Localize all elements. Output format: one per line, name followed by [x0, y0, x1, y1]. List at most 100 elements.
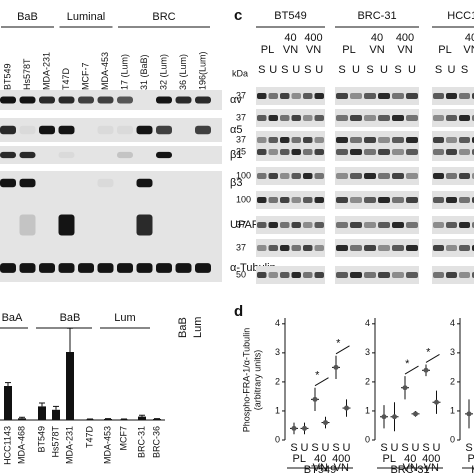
fraction-label: S	[435, 64, 442, 76]
band	[0, 125, 16, 135]
band	[257, 197, 267, 203]
x-tick-label: T47D	[84, 426, 94, 449]
band	[392, 272, 404, 278]
x-tick-label: U	[391, 442, 399, 454]
band	[136, 214, 153, 236]
band	[314, 93, 324, 99]
condition-label: 40	[371, 32, 383, 44]
dot	[333, 364, 339, 370]
x-tick-label: S	[311, 442, 318, 454]
band	[257, 137, 267, 143]
blot-strip	[256, 109, 325, 127]
condition-label: PL	[438, 44, 451, 56]
y-tick-label: 1	[365, 405, 370, 415]
bar	[66, 352, 74, 420]
band	[268, 149, 278, 155]
band	[291, 173, 301, 179]
band	[459, 115, 470, 121]
band	[58, 263, 75, 273]
band	[0, 96, 16, 104]
band	[433, 245, 444, 251]
band	[336, 197, 348, 203]
significance-label: *	[336, 338, 341, 350]
band	[117, 263, 133, 273]
band	[314, 173, 324, 179]
band	[446, 115, 457, 121]
x-tick-label: U	[433, 442, 441, 454]
condition-label: VN	[283, 44, 298, 56]
lane-label: 196(Lum)	[197, 51, 207, 90]
dot	[381, 414, 387, 420]
condition-label: PL	[261, 44, 274, 56]
band	[378, 197, 390, 203]
fraction-label: U	[448, 64, 456, 76]
x-tick-label: BRC-36	[151, 426, 161, 458]
band	[19, 96, 36, 104]
condition-label: PL	[383, 453, 396, 465]
fraction-label: S	[304, 64, 311, 76]
blot-strip	[335, 167, 419, 185]
band	[314, 115, 324, 121]
dot	[291, 425, 297, 431]
significance-bracket	[425, 354, 440, 363]
kda-marker: 37	[236, 134, 246, 144]
band	[97, 178, 114, 188]
band	[364, 115, 376, 121]
panel-label: d	[234, 303, 243, 320]
band	[406, 93, 418, 99]
band	[268, 222, 278, 228]
band	[336, 149, 348, 155]
x-tick-label: U	[322, 442, 330, 454]
band	[257, 272, 267, 278]
lane-label: MDA-231	[41, 52, 51, 90]
blot-strip	[335, 87, 419, 105]
band	[350, 115, 362, 121]
y-tick-label: 0	[275, 434, 280, 444]
significance-bracket	[314, 377, 329, 387]
band	[39, 96, 55, 104]
band	[303, 197, 313, 203]
band	[257, 149, 267, 155]
band	[350, 137, 362, 143]
band	[291, 137, 301, 143]
kda-marker: 37	[236, 242, 246, 252]
band	[392, 222, 404, 228]
band	[350, 197, 362, 203]
bar	[104, 418, 112, 420]
blot-strip	[335, 266, 419, 284]
chart-title: HCC1143	[471, 464, 474, 474]
band	[117, 125, 133, 135]
x-tick-label: S	[401, 442, 408, 454]
condition-label: VN	[306, 44, 321, 56]
band	[364, 245, 376, 251]
blot-strip	[256, 167, 325, 185]
band	[97, 96, 114, 104]
band	[378, 245, 390, 251]
band	[336, 173, 348, 179]
band	[58, 96, 75, 104]
x-tick-label: S	[465, 442, 472, 454]
band	[378, 222, 390, 228]
y-tick-label: 0	[450, 434, 455, 444]
band	[303, 173, 313, 179]
condition-label: 400	[304, 32, 322, 44]
x-tick-label: S	[380, 442, 387, 454]
band	[257, 115, 267, 121]
band	[117, 151, 133, 159]
lane-label: 32 (Lum)	[158, 54, 168, 90]
band	[19, 214, 36, 236]
lane-label: MCF-7	[80, 63, 90, 91]
x-tick-label: U	[343, 442, 351, 454]
band	[195, 96, 211, 104]
band	[406, 137, 418, 143]
band	[280, 137, 290, 143]
y-tick-label: 4	[365, 318, 370, 328]
chart-title: BRC-31	[390, 464, 429, 474]
band	[459, 272, 470, 278]
band	[195, 125, 211, 135]
band	[280, 222, 290, 228]
fraction-label: U	[292, 64, 300, 76]
band	[314, 245, 324, 251]
